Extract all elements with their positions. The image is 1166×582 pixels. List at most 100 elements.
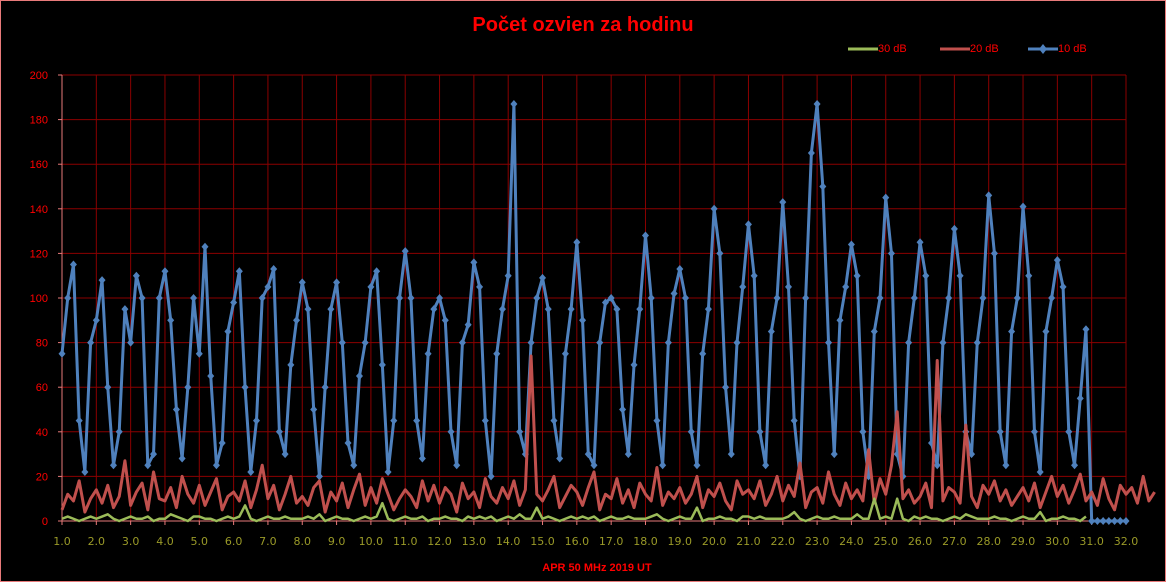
- data-point-10db: [1048, 294, 1056, 302]
- y-tick-label: 80: [36, 338, 48, 350]
- x-tick-label: 8.0: [294, 535, 312, 548]
- data-point-10db: [92, 316, 100, 325]
- data-point-10db: [436, 294, 444, 302]
- data-point-10db: [561, 349, 569, 358]
- data-point-10db: [830, 450, 838, 459]
- legend-label-10db: 10 dB: [1058, 43, 1087, 55]
- data-point-10db: [544, 305, 552, 314]
- data-point-10db: [1099, 517, 1107, 525]
- data-point-10db: [178, 454, 186, 463]
- y-tick-label: 40: [36, 427, 48, 439]
- data-point-10db: [847, 240, 855, 249]
- data-point-10db: [338, 338, 346, 347]
- data-point-10db: [264, 282, 272, 291]
- data-point-10db: [916, 238, 924, 247]
- data-point-10db: [556, 454, 564, 463]
- data-point-10db: [905, 338, 913, 347]
- data-point-10db: [241, 383, 249, 392]
- data-point-10db: [384, 467, 392, 476]
- data-point-10db: [270, 265, 278, 274]
- data-point-10db: [882, 193, 890, 202]
- data-point-10db: [1065, 427, 1073, 436]
- data-point-10db: [539, 273, 547, 282]
- data-point-10db: [653, 416, 661, 425]
- data-point-10db: [573, 238, 581, 247]
- data-point-10db: [498, 305, 506, 314]
- data-point-10db: [401, 247, 409, 256]
- x-tick-label: 29.0: [1011, 535, 1036, 548]
- data-point-10db: [258, 294, 266, 302]
- data-point-10db: [990, 249, 998, 258]
- data-point-10db: [773, 294, 781, 302]
- data-point-10db: [487, 472, 495, 481]
- data-point-10db: [579, 316, 587, 325]
- data-point-10db: [510, 99, 518, 108]
- y-tick-label: 160: [30, 159, 48, 171]
- data-point-10db: [613, 305, 621, 314]
- data-point-10db: [887, 249, 895, 258]
- data-point-10db: [504, 271, 512, 280]
- x-tick-label: 31.0: [1079, 535, 1104, 548]
- data-point-10db: [985, 191, 993, 200]
- x-tick-label: 7.0: [259, 535, 277, 548]
- data-point-10db: [230, 298, 238, 307]
- data-point-10db: [693, 461, 701, 470]
- data-point-10db: [361, 338, 369, 347]
- data-point-10db: [298, 278, 306, 287]
- data-point-10db: [933, 461, 941, 470]
- data-point-10db: [1071, 461, 1079, 470]
- data-point-10db: [727, 450, 735, 459]
- data-point-10db: [315, 472, 323, 481]
- data-point-10db: [756, 427, 764, 436]
- data-point-10db: [842, 282, 850, 291]
- data-point-10db: [790, 416, 798, 425]
- data-point-10db: [235, 267, 243, 276]
- data-point-10db: [762, 461, 770, 470]
- series-line-20db: [60, 354, 1156, 514]
- data-point-10db: [247, 467, 255, 476]
- data-point-10db: [819, 182, 827, 191]
- series-line-30db: [61, 497, 1087, 523]
- data-point-10db: [699, 349, 707, 358]
- x-tick-label: 15.0: [530, 535, 555, 548]
- data-point-10db: [939, 338, 947, 347]
- data-point-10db: [784, 282, 792, 291]
- data-point-10db: [424, 349, 432, 358]
- data-point-10db: [453, 461, 461, 470]
- data-point-10db: [836, 316, 844, 325]
- data-point-10db: [596, 338, 604, 347]
- data-point-10db: [1111, 517, 1119, 525]
- data-point-10db: [624, 450, 632, 459]
- legend-item-30db: 30 dB: [848, 43, 907, 55]
- y-tick-label: 100: [30, 293, 48, 305]
- data-point-10db: [1036, 467, 1044, 476]
- x-tick-label: 9.0: [328, 535, 346, 548]
- data-point-10db: [1013, 294, 1021, 302]
- x-tick-label: 17.0: [599, 535, 624, 548]
- data-point-10db: [327, 305, 335, 314]
- data-point-10db: [779, 198, 787, 207]
- data-point-10db: [767, 327, 775, 336]
- data-point-10db: [252, 416, 260, 425]
- data-point-10db: [716, 249, 724, 258]
- data-point-10db: [1008, 327, 1016, 336]
- y-tick-label: 20: [36, 471, 48, 483]
- data-point-10db: [567, 305, 575, 314]
- data-point-10db: [144, 461, 152, 470]
- data-point-10db: [281, 450, 289, 459]
- x-tick-label: 22.0: [771, 535, 796, 548]
- data-point-10db: [1019, 202, 1027, 211]
- data-point-10db: [396, 294, 404, 302]
- data-point-10db: [641, 231, 649, 240]
- data-point-10db: [87, 338, 95, 347]
- data-point-10db: [64, 294, 72, 302]
- x-tick-label: 26.0: [908, 535, 933, 548]
- data-point-10db: [704, 305, 712, 314]
- data-point-10db: [1093, 517, 1101, 525]
- data-point-10db: [733, 338, 741, 347]
- data-point-10db: [464, 320, 472, 329]
- legend-item-10db: 10 dB: [1028, 43, 1087, 55]
- y-tick-label: 140: [30, 204, 48, 216]
- data-point-10db: [1053, 256, 1061, 265]
- data-point-10db: [441, 316, 449, 325]
